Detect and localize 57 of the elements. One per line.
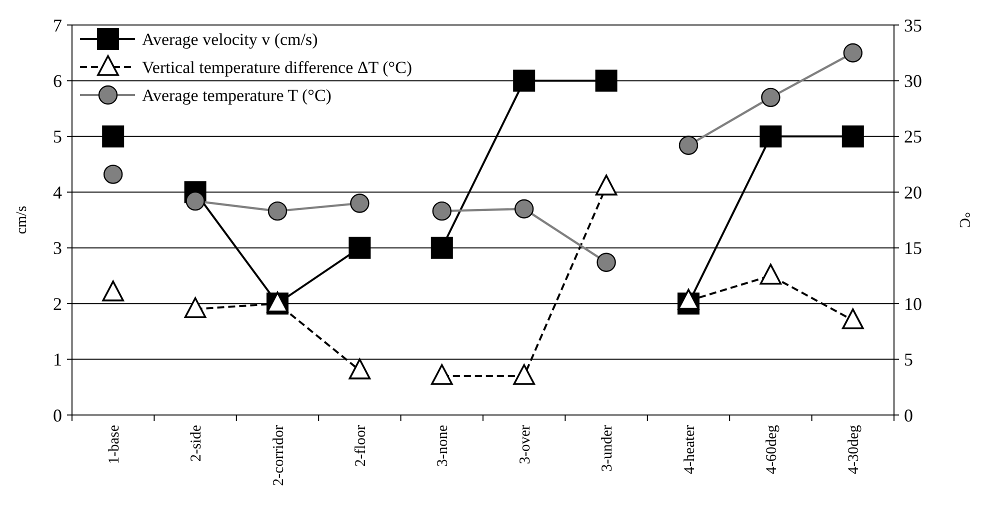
y-tick-label: 3 (53, 238, 62, 258)
x-tick-label: 3-under (600, 425, 616, 472)
point (348, 236, 371, 259)
y-axis-title: cm/s (14, 206, 30, 234)
point (102, 280, 124, 302)
y2-tick-label: 5 (904, 350, 913, 370)
x-tick-label: 1-base (106, 424, 122, 464)
legend-label: Vertical temperature difference ΔT (°C) (142, 58, 412, 77)
point (348, 358, 371, 380)
point (104, 164, 123, 184)
y2-axis-title: °C (956, 212, 972, 228)
point (678, 288, 700, 310)
x-tick-label: 2-floor (352, 425, 369, 467)
point (761, 88, 780, 108)
y-tick-label: 6 (53, 71, 62, 92)
y2-tick-label: 25 (904, 126, 922, 147)
y2-tick-label: 0 (904, 405, 913, 426)
y-tick-label: 0 (53, 405, 62, 426)
y-tick-label: 7 (53, 15, 62, 36)
point (760, 264, 782, 285)
x-tick-label: 4-60deg (764, 424, 780, 474)
x-tick-label: 4-heater (682, 425, 698, 474)
point (843, 43, 862, 62)
x-tick-label: 4-30deg (846, 424, 862, 474)
point (186, 191, 205, 211)
point (842, 308, 864, 330)
point (514, 199, 534, 218)
point (431, 364, 453, 385)
point (842, 125, 864, 148)
point (513, 70, 536, 92)
y2-tick-label: 20 (904, 182, 922, 202)
y-tick-label: 4 (53, 182, 62, 202)
point (513, 364, 535, 385)
y2-tick-label: 10 (904, 294, 922, 314)
point (596, 252, 616, 272)
legend-label: Average temperature T (°C) (142, 86, 332, 105)
y2-tick-label: 30 (904, 71, 922, 92)
point (678, 136, 698, 155)
y2-tick-label: 15 (904, 238, 922, 258)
point (595, 174, 618, 196)
x-tick-label: 2-side (188, 424, 205, 462)
point (432, 201, 452, 221)
point (102, 125, 124, 148)
legend-label: Average velocity v (cm/s) (142, 30, 318, 49)
x-tick-label: 3-none (435, 424, 452, 467)
point (595, 70, 618, 92)
point (760, 125, 782, 148)
point (184, 297, 206, 318)
y2-tick-label: 35 (904, 15, 922, 36)
point (350, 194, 370, 213)
y-tick-label: 1 (53, 350, 62, 370)
y-tick-label: 2 (53, 294, 62, 314)
x-tick-label: 3-over (517, 425, 534, 464)
y-tick-label: 5 (53, 126, 62, 147)
point (430, 236, 453, 259)
x-tick-label: 2-corridor (270, 425, 287, 486)
point (268, 201, 288, 221)
